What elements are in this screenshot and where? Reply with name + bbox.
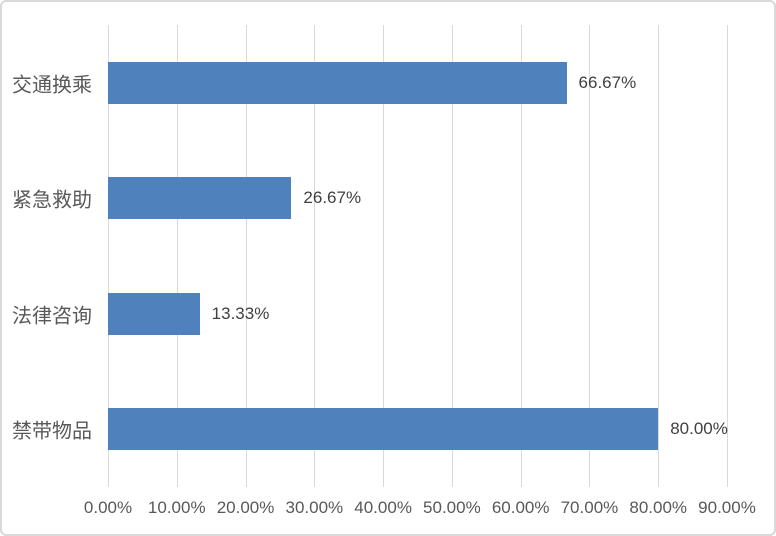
gridline [727, 25, 728, 487]
gridline [589, 25, 591, 487]
bar [108, 292, 200, 335]
gridline [383, 25, 385, 487]
value-label: 66.67% [578, 72, 637, 92]
x-tick-label: 20.00% [216, 498, 275, 517]
category-label: 紧急救助 [12, 189, 92, 212]
bar [108, 177, 292, 220]
gridline [451, 25, 453, 487]
x-tick-label: 0.00% [83, 498, 133, 517]
x-tick-label: 10.00% [147, 498, 206, 517]
category-label: 禁带物品 [12, 420, 92, 443]
x-tick-label: 60.00% [491, 498, 550, 517]
gridline [108, 25, 109, 487]
x-tick-label: 30.00% [285, 498, 344, 517]
bar [108, 61, 567, 104]
gridline [245, 25, 247, 487]
x-tick-label: 80.00% [629, 498, 688, 517]
x-tick-label: 50.00% [423, 498, 481, 517]
gridline [520, 25, 522, 487]
value-label: 26.67% [303, 188, 362, 208]
gridline [176, 25, 178, 487]
x-tick-label: 70.00% [560, 498, 619, 517]
bar [108, 408, 659, 451]
value-label: 80.00% [670, 419, 728, 439]
x-tick-label: 40.00% [354, 498, 412, 517]
gridline [314, 25, 316, 487]
value-label: 13.33% [211, 303, 270, 323]
plot-area: 66.67% 26.67% 13.33% 80.00% [108, 25, 728, 487]
category-label: 交通换乘 [12, 74, 92, 97]
category-axis: 交通换乘紧急救助法律咨询禁带物品 [2, 25, 100, 487]
x-axis: 0.00% 10.00% 20.00% 30.00% 40.00% 50.00% 60.00… [84, 498, 756, 524]
x-tick-label: 90.00% [698, 498, 756, 517]
category-label: 法律咨询 [12, 305, 92, 328]
gridline [658, 25, 660, 487]
